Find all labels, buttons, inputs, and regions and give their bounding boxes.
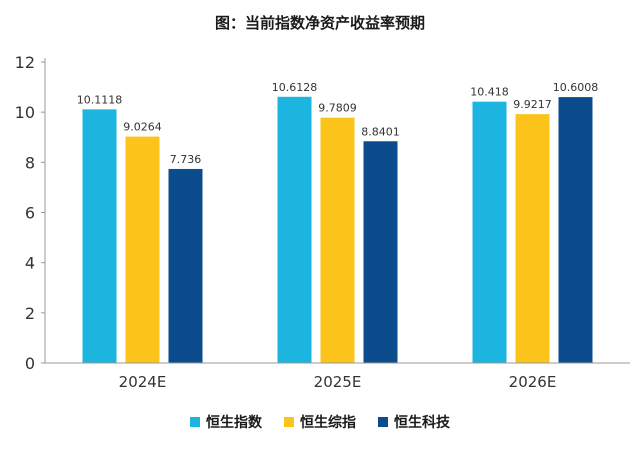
bar — [558, 97, 593, 363]
data-label: 10.1118 — [77, 93, 123, 106]
y-axis: 0 2 4 6 8 10 12 — [15, 53, 46, 373]
y-tick-label: 6 — [25, 204, 35, 223]
data-label: 9.0264 — [123, 121, 162, 134]
data-label: 10.6008 — [553, 81, 599, 94]
legend-swatch-hstech — [378, 417, 388, 427]
x-tick-label: 2025E — [314, 373, 362, 391]
legend-item-hsi: 恒生指数 — [190, 412, 262, 432]
bar — [125, 136, 160, 363]
bar — [168, 168, 203, 363]
legend-label-hstech: 恒生科技 — [394, 415, 450, 431]
y-tick-label: 2 — [25, 304, 35, 323]
y-tick-label: 8 — [25, 153, 35, 172]
bars — [82, 96, 593, 364]
legend-swatch-hsci — [284, 417, 294, 427]
legend: 恒生指数 恒生综指 恒生科技 — [0, 412, 640, 432]
legend-label-hsi: 恒生指数 — [206, 415, 262, 431]
x-axis: 2024E 2025E 2026E — [45, 362, 630, 391]
x-tick-label: 2024E — [119, 373, 167, 391]
bar — [363, 141, 398, 363]
data-label: 7.736 — [170, 153, 202, 166]
bar — [320, 117, 355, 364]
y-tick-label: 10 — [15, 103, 35, 122]
bar — [82, 109, 117, 363]
legend-label-hsci: 恒生综指 — [300, 415, 356, 431]
bar — [515, 114, 550, 363]
data-label: 8.8401 — [361, 125, 400, 138]
data-label: 10.418 — [470, 86, 509, 99]
legend-item-hsci: 恒生综指 — [284, 412, 356, 432]
bar — [472, 101, 507, 364]
y-tick-label: 4 — [25, 254, 35, 273]
bar — [277, 96, 312, 364]
legend-item-hstech: 恒生科技 — [378, 412, 450, 432]
chart-title: 图：当前指数净资产收益率预期 — [214, 14, 425, 32]
y-tick-label: 0 — [25, 354, 35, 373]
data-label: 9.7809 — [318, 102, 357, 115]
legend-swatch-hsi — [190, 417, 200, 427]
data-label: 10.6128 — [272, 81, 318, 94]
y-tick-label: 12 — [15, 53, 35, 72]
data-label: 9.9217 — [513, 98, 552, 111]
x-tick-label: 2026E — [509, 373, 557, 391]
